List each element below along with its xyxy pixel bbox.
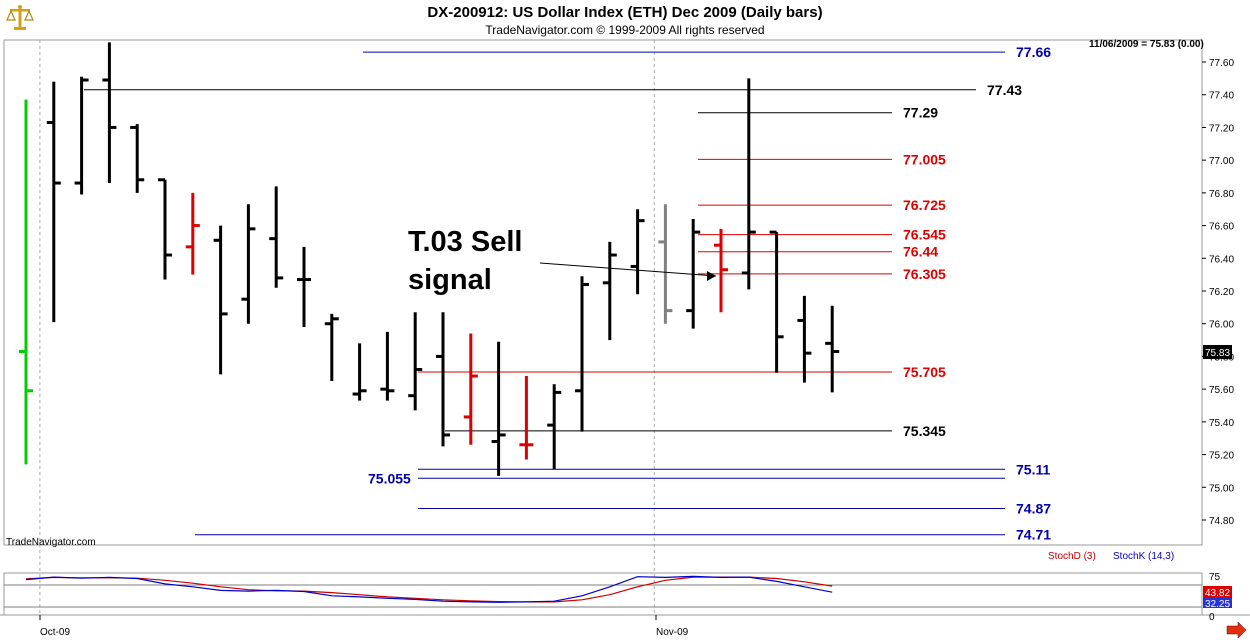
ohlc-bar: [630, 209, 645, 295]
ohlc-bar: [185, 192, 200, 275]
ohlc-bar: [491, 341, 506, 476]
ohlc-bar: [741, 78, 756, 290]
chart-title: DX-200912: US Dollar Index (ETH) Dec 200…: [427, 4, 823, 21]
ohlc-bar: [380, 331, 395, 401]
level-label: 76.725: [903, 197, 946, 213]
ohlc-bar: [158, 178, 172, 280]
level-label: 77.005: [903, 151, 946, 167]
stoch-k-line: [25, 575, 833, 603]
level-label: 74.71: [1016, 527, 1051, 543]
level-label: 76.44: [903, 244, 938, 260]
stoch-d-legend: StochD (3): [1048, 551, 1096, 562]
y-tick-label: 77.60: [1209, 58, 1234, 69]
last-price-badge: 75.83: [1203, 345, 1232, 359]
stoch-k-value: 43.82: [1205, 588, 1230, 599]
stoch-k-badge: [1203, 586, 1232, 598]
chart-subtitle: TradeNavigator.com © 1999-2009 All right…: [485, 23, 765, 37]
x-tick-label: Nov-09: [656, 627, 689, 638]
y-tick-label: 75.20: [1209, 451, 1234, 462]
stoch-tick-label: 75: [1209, 572, 1221, 583]
sell-signal-annotation: T.03 Sell signal: [408, 226, 522, 296]
ohlc-bar: [714, 228, 728, 313]
y-tick-label: 76.40: [1209, 254, 1234, 265]
ohlc-bar: [436, 312, 450, 447]
ohlc-bar: [408, 312, 423, 411]
scroll-right-arrow[interactable]: [1226, 621, 1247, 639]
level-label: 74.87: [1016, 501, 1051, 517]
y-tick-label: 75.40: [1209, 418, 1234, 429]
ohlc-bar: [324, 313, 339, 381]
ohlc-bar: [769, 230, 784, 373]
date-info-label: 11/06/2009 = 75.83 (0.00): [1089, 39, 1204, 50]
stoch-d-value: 32.25: [1205, 599, 1230, 610]
ohlc-bar: [74, 76, 89, 195]
y-tick-label: 75.00: [1209, 483, 1234, 494]
last-price-label: 75.83: [1205, 348, 1230, 359]
price-panel-frame: [3, 39, 1203, 546]
stoch-d-badge: [1203, 598, 1232, 608]
ohlc-bar: [130, 124, 145, 193]
y-tick-label: 75.60: [1209, 385, 1234, 396]
ohlc-bar: [102, 42, 117, 184]
y-tick-label: 76.20: [1209, 287, 1234, 298]
annotation-arrowhead: [707, 271, 716, 281]
level-label: 75.055: [368, 470, 411, 486]
level-label: 75.345: [903, 423, 946, 439]
y-tick-label: 77.20: [1209, 123, 1234, 134]
stoch-legend: StochD (3) StochK (14,3): [1048, 551, 1174, 562]
ohlc-bar: [797, 295, 812, 383]
watermark-label: TradeNavigator.com: [6, 537, 96, 548]
y-tick-label: 76.00: [1209, 320, 1234, 331]
ohlc-bar: [519, 376, 534, 460]
annotation-arrow-line: [539, 262, 717, 277]
x-tick-label: Oct-09: [40, 627, 70, 638]
level-label: 77.66: [1016, 44, 1051, 60]
y-tick-label: 76.80: [1209, 189, 1234, 200]
ohlc-bar: [575, 276, 589, 432]
y-tick-label: 77.00: [1209, 156, 1234, 167]
ohlc-bar: [658, 204, 673, 324]
y-tick-label: 76.60: [1209, 222, 1234, 233]
level-label: 77.43: [987, 82, 1022, 98]
chart-header: DX-200912: US Dollar Index (ETH) Dec 200…: [0, 0, 1250, 40]
ohlc-bar: [19, 99, 33, 465]
level-label: 75.705: [903, 364, 946, 380]
y-tick-label: 74.80: [1209, 516, 1234, 527]
ohlc-bar: [547, 384, 562, 470]
annotation-line1: T.03 Sell: [408, 226, 522, 258]
stoch-panel-frame: [3, 572, 1203, 616]
level-label: 77.29: [903, 105, 938, 121]
level-label: 76.305: [903, 266, 946, 282]
annotation-line2: signal: [408, 264, 492, 296]
ohlc-bar: [269, 186, 284, 288]
ohlc-bar: [241, 204, 256, 324]
y-tick-label: 77.40: [1209, 91, 1234, 102]
ohlc-bar: [352, 343, 367, 401]
ohlc-bar: [297, 246, 311, 327]
arrow-right-icon[interactable]: [1226, 621, 1247, 639]
ohlc-bar: [825, 305, 840, 393]
ohlc-bar: [602, 241, 617, 341]
level-label: 75.11: [1016, 461, 1050, 477]
level-label: 76.545: [903, 227, 946, 243]
ohlc-bar: [46, 81, 61, 323]
stoch-k-legend: StochK (14,3): [1113, 551, 1174, 562]
stoch-tick-label: 0: [1209, 612, 1215, 623]
ohlc-bar: [463, 333, 478, 445]
ohlc-bar: [213, 225, 228, 375]
scales-icon[interactable]: [5, 3, 35, 33]
